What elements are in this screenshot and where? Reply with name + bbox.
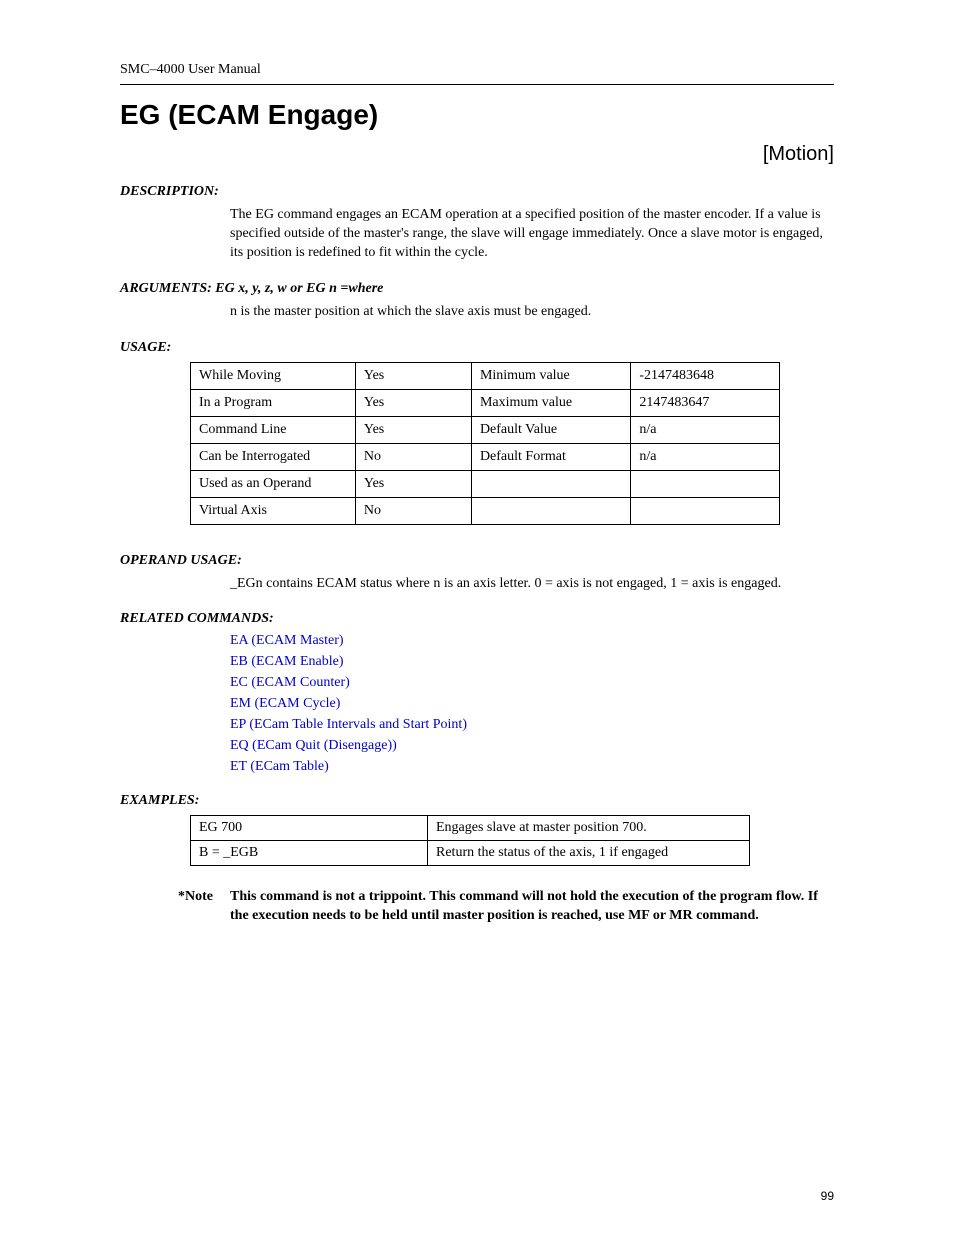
usage-cell: In a Program bbox=[191, 389, 356, 416]
usage-cell bbox=[631, 470, 780, 497]
usage-cell: No bbox=[355, 443, 471, 470]
table-row: Command Line Yes Default Value n/a bbox=[191, 416, 780, 443]
usage-label: USAGE: bbox=[120, 340, 834, 356]
note-label: *Note bbox=[178, 888, 230, 926]
usage-cell: Used as an Operand bbox=[191, 470, 356, 497]
related-link-eb[interactable]: EB (ECAM Enable) bbox=[230, 654, 344, 669]
usage-cell: Virtual Axis bbox=[191, 497, 356, 524]
usage-cell: n/a bbox=[631, 416, 780, 443]
usage-cell: No bbox=[355, 497, 471, 524]
usage-table: While Moving Yes Minimum value -21474836… bbox=[190, 362, 780, 525]
related-link-ec[interactable]: EC (ECAM Counter) bbox=[230, 675, 350, 690]
example-cell: Return the status of the axis, 1 if enga… bbox=[428, 841, 750, 866]
related-commands-list: EA (ECAM Master) EB (ECAM Enable) EC (EC… bbox=[230, 633, 834, 775]
description-text: The EG command engages an ECAM operation… bbox=[230, 206, 834, 263]
usage-cell bbox=[471, 497, 630, 524]
table-row: EG 700 Engages slave at master position … bbox=[191, 816, 750, 841]
examples-label: EXAMPLES: bbox=[120, 793, 834, 809]
usage-cell: Command Line bbox=[191, 416, 356, 443]
list-item: EM (ECAM Cycle) bbox=[230, 696, 834, 712]
example-cell: EG 700 bbox=[191, 816, 428, 841]
example-cell: B = _EGB bbox=[191, 841, 428, 866]
table-row: Virtual Axis No bbox=[191, 497, 780, 524]
table-row: While Moving Yes Minimum value -21474836… bbox=[191, 362, 780, 389]
usage-cell: Default Format bbox=[471, 443, 630, 470]
operand-usage-label: OPERAND USAGE: bbox=[120, 553, 834, 569]
page-container: SMC–4000 User Manual EG (ECAM Engage) [M… bbox=[0, 0, 954, 1235]
operand-usage-text: _EGn contains ECAM status where n is an … bbox=[230, 575, 834, 594]
usage-cell: n/a bbox=[631, 443, 780, 470]
description-label: DESCRIPTION: bbox=[120, 184, 834, 200]
examples-table: EG 700 Engages slave at master position … bbox=[190, 815, 750, 866]
usage-cell: Yes bbox=[355, 416, 471, 443]
operand-usage-body: _EGn contains ECAM status where n is an … bbox=[230, 575, 834, 594]
related-commands-label: RELATED COMMANDS: bbox=[120, 611, 834, 627]
related-link-ep[interactable]: EP (ECam Table Intervals and Start Point… bbox=[230, 717, 467, 732]
usage-cell: Minimum value bbox=[471, 362, 630, 389]
list-item: EB (ECAM Enable) bbox=[230, 654, 834, 670]
usage-cell: Can be Interrogated bbox=[191, 443, 356, 470]
usage-cell: Default Value bbox=[471, 416, 630, 443]
usage-cell: Yes bbox=[355, 362, 471, 389]
page-number: 99 bbox=[821, 1189, 834, 1203]
arguments-label: ARGUMENTS: EG x, y, z, w or EG n =where bbox=[120, 281, 834, 297]
manual-title: SMC–4000 User Manual bbox=[120, 62, 834, 78]
table-row: B = _EGB Return the status of the axis, … bbox=[191, 841, 750, 866]
related-link-em[interactable]: EM (ECAM Cycle) bbox=[230, 696, 340, 711]
table-row: Used as an Operand Yes bbox=[191, 470, 780, 497]
list-item: ET (ECam Table) bbox=[230, 759, 834, 775]
note-block: *Note This command is not a trippoint. T… bbox=[178, 888, 834, 926]
arguments-body: n is the master position at which the sl… bbox=[230, 303, 834, 322]
usage-cell: Yes bbox=[355, 470, 471, 497]
list-item: EP (ECam Table Intervals and Start Point… bbox=[230, 717, 834, 733]
note-text: This command is not a trippoint. This co… bbox=[230, 888, 834, 926]
usage-cell: Maximum value bbox=[471, 389, 630, 416]
related-link-eq[interactable]: EQ (ECam Quit (Disengage)) bbox=[230, 738, 397, 753]
list-item: EC (ECAM Counter) bbox=[230, 675, 834, 691]
list-item: EQ (ECam Quit (Disengage)) bbox=[230, 738, 834, 754]
command-category: [Motion] bbox=[120, 143, 834, 166]
usage-cell: 2147483647 bbox=[631, 389, 780, 416]
usage-cell: While Moving bbox=[191, 362, 356, 389]
usage-cell: Yes bbox=[355, 389, 471, 416]
usage-cell bbox=[471, 470, 630, 497]
table-row: Can be Interrogated No Default Format n/… bbox=[191, 443, 780, 470]
table-row: In a Program Yes Maximum value 214748364… bbox=[191, 389, 780, 416]
usage-cell bbox=[631, 497, 780, 524]
example-cell: Engages slave at master position 700. bbox=[428, 816, 750, 841]
header-rule bbox=[120, 84, 834, 85]
related-link-et[interactable]: ET (ECam Table) bbox=[230, 759, 329, 774]
command-title: EG (ECAM Engage) bbox=[120, 99, 834, 131]
usage-cell: -2147483648 bbox=[631, 362, 780, 389]
description-body: The EG command engages an ECAM operation… bbox=[230, 206, 834, 263]
arguments-text: n is the master position at which the sl… bbox=[230, 303, 834, 322]
related-link-ea[interactable]: EA (ECAM Master) bbox=[230, 633, 344, 648]
list-item: EA (ECAM Master) bbox=[230, 633, 834, 649]
